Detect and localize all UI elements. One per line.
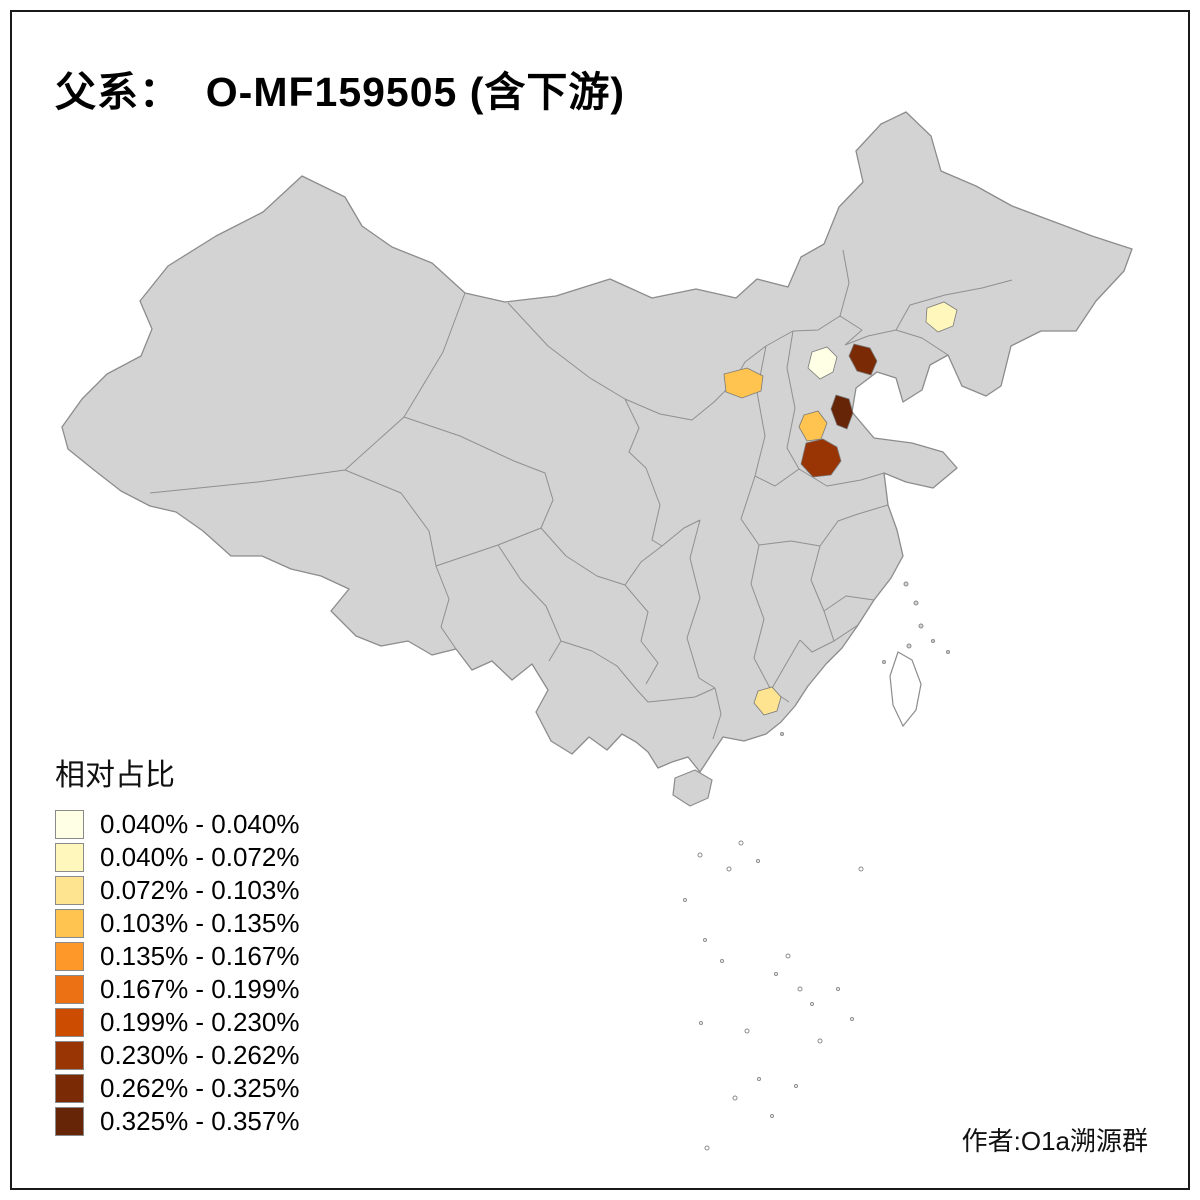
legend-label: 0.230% - 0.262%: [100, 1040, 300, 1070]
legend-swatch: [55, 843, 84, 872]
legend-swatch: [55, 1041, 84, 1070]
legend-swatch: [55, 975, 84, 1004]
legend-item: 0.135% - 0.167%: [55, 940, 299, 973]
legend-swatch: [55, 876, 84, 905]
legend-label: 0.040% - 0.040%: [100, 809, 300, 839]
map-highlights: [723, 301, 958, 716]
region-7: [800, 438, 842, 478]
legend-item: 0.262% - 0.325%: [55, 1072, 299, 1105]
legend-item: 0.199% - 0.230%: [55, 1006, 299, 1039]
legend-item: 0.167% - 0.199%: [55, 973, 299, 1006]
hainan-island: [672, 769, 713, 807]
region-1: [925, 301, 958, 333]
legend-item: 0.325% - 0.357%: [55, 1105, 299, 1138]
legend-items: 0.040% - 0.040% 0.040% - 0.072% 0.072% - 0…: [55, 808, 299, 1138]
south-china-sea-islands: [683, 840, 864, 1151]
legend-label: 0.103% - 0.135%: [100, 908, 300, 938]
legend-swatch: [55, 909, 84, 938]
legend-swatch: [55, 1074, 84, 1103]
region-6: [798, 410, 828, 442]
taiwan-island: [889, 651, 922, 728]
legend-item: 0.103% - 0.135%: [55, 907, 299, 940]
region-8: [753, 686, 782, 716]
legend-swatch: [55, 1008, 84, 1037]
legend-item: 0.230% - 0.262%: [55, 1039, 299, 1072]
legend: 相对占比 0.040% - 0.040% 0.040% - 0.072% 0.072…: [55, 750, 299, 1138]
mainland-outline: [61, 111, 1133, 773]
legend-label: 0.167% - 0.199%: [100, 974, 300, 1004]
region-3: [848, 343, 878, 376]
legend-label: 0.072% - 0.103%: [100, 875, 300, 905]
legend-label: 0.262% - 0.325%: [100, 1073, 300, 1103]
author-credit: 作者:O1a溯源群: [961, 1126, 1148, 1156]
province-borders: [149, 249, 1013, 740]
legend-item: 0.040% - 0.040%: [55, 808, 299, 841]
legend-swatch: [55, 942, 84, 971]
legend-swatch: [55, 1107, 84, 1136]
region-5: [830, 394, 854, 430]
legend-label: 0.325% - 0.357%: [100, 1106, 300, 1136]
region-4: [723, 367, 764, 399]
legend-title: 相对占比: [55, 759, 175, 792]
legend-label: 0.040% - 0.072%: [100, 842, 300, 872]
legend-item: 0.072% - 0.103%: [55, 874, 299, 907]
coastal-islands: [780, 581, 950, 736]
legend-swatch: [55, 810, 84, 839]
legend-item: 0.040% - 0.072%: [55, 841, 299, 874]
map-title: 父系： O-MF159505 (含下游): [55, 69, 626, 115]
region-2: [807, 346, 838, 380]
legend-label: 0.135% - 0.167%: [100, 941, 300, 971]
legend-label: 0.199% - 0.230%: [100, 1007, 300, 1037]
